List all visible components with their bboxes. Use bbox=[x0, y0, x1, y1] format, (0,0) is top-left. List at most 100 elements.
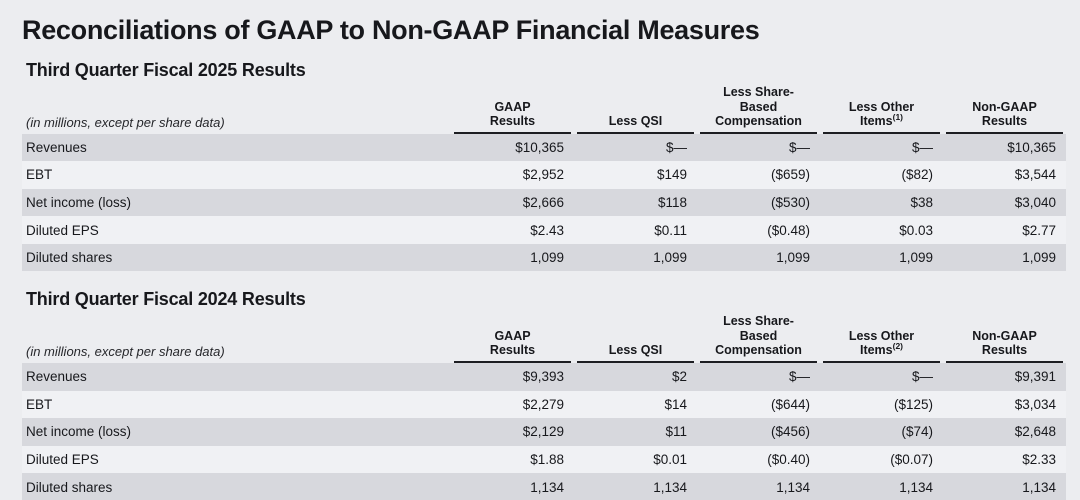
table-row: Revenues $10,365 $— $— $— $10,365 bbox=[22, 133, 1066, 162]
column-header-line: Based bbox=[739, 328, 778, 343]
cell-value: $0.03 bbox=[899, 222, 933, 238]
column-header-line: Results bbox=[981, 343, 1028, 358]
cell-value: 1,099 bbox=[1022, 250, 1056, 266]
row-label: Diluted EPS bbox=[26, 452, 99, 468]
table-row: EBT $2,952 $149 ($659) ($82) $3,544 bbox=[22, 161, 1066, 189]
row-label: EBT bbox=[26, 396, 53, 412]
cell-value: $149 bbox=[656, 167, 687, 183]
row-label: Revenues bbox=[26, 139, 87, 155]
cell-value: 1,134 bbox=[653, 479, 687, 495]
column-header-line: Less Share- bbox=[723, 85, 794, 99]
column-header: Less QSI bbox=[577, 343, 694, 363]
cell-value: $— bbox=[788, 369, 810, 385]
column-header-line: Results bbox=[489, 343, 536, 358]
cell-value: 1,099 bbox=[776, 250, 810, 266]
cell-value: $3,040 bbox=[1014, 194, 1056, 210]
cell-value: $— bbox=[665, 139, 687, 155]
units-note: (in millions, except per share data) bbox=[26, 343, 225, 359]
cell-value: $— bbox=[911, 369, 933, 385]
cell-value: $2,666 bbox=[522, 194, 564, 210]
cell-value: $— bbox=[911, 139, 933, 155]
cell-value: ($0.40) bbox=[767, 452, 810, 468]
cell-value: $11 bbox=[665, 424, 687, 440]
table-row: Diluted shares 1,134 1,134 1,134 1,134 1,134 bbox=[22, 473, 1066, 500]
table-row: Diluted EPS $1.88 $0.01 ($0.40) ($0.07) $2.33 bbox=[22, 445, 1066, 474]
column-header-line: Less QSI bbox=[608, 343, 663, 358]
page-title: Reconciliations of GAAP to Non-GAAP Fina… bbox=[22, 15, 760, 45]
footnote-superscript: (2) bbox=[892, 341, 904, 352]
column-header: Less QSI bbox=[577, 114, 694, 134]
column-header-line: Based bbox=[739, 99, 778, 114]
cell-value: $2.43 bbox=[530, 222, 564, 238]
cell-value: $2,129 bbox=[522, 424, 564, 440]
table-row: Diluted shares 1,099 1,099 1,099 1,099 1,099 bbox=[22, 243, 1066, 272]
section-title-2024: Third Quarter Fiscal 2024 Results bbox=[26, 289, 306, 310]
cell-value: $14 bbox=[664, 396, 687, 412]
section-q3-2025: Third Quarter Fiscal 2025 Results (in mi… bbox=[22, 59, 1066, 272]
cell-value: $2,279 bbox=[522, 396, 564, 412]
column-header: GAAP Results bbox=[454, 329, 571, 363]
cell-value: $9,393 bbox=[522, 369, 564, 385]
column-header-line: Non-GAAP bbox=[972, 328, 1037, 343]
table-row: EBT $2,279 $14 ($644) ($125) $3,034 bbox=[22, 390, 1066, 419]
column-header: Less Other Items(2) bbox=[823, 329, 940, 363]
cell-value: 1,134 bbox=[899, 479, 933, 495]
row-label: Diluted shares bbox=[26, 250, 113, 266]
cell-value: ($74) bbox=[901, 424, 933, 440]
column-header-line: Items(2) bbox=[859, 341, 904, 358]
table-row: Net income (loss) $2,666 $118 ($530) $38 $3,0… bbox=[22, 188, 1066, 217]
column-header: Less Share- Based Compensation bbox=[700, 85, 817, 134]
column-header-line: Less Other bbox=[848, 99, 915, 114]
cell-value: ($644) bbox=[770, 396, 810, 412]
cell-value: $10,365 bbox=[515, 139, 564, 155]
cell-value: $0.11 bbox=[654, 222, 687, 238]
cell-value: $3,034 bbox=[1014, 396, 1056, 412]
section-title-2025: Third Quarter Fiscal 2025 Results bbox=[26, 60, 306, 80]
table-body: Revenues $10,365 $— $— $— $10,365 EBT $2,952 $14… bbox=[22, 133, 1066, 272]
section-q3-2024: Third Quarter Fiscal 2024 Results (in mi… bbox=[22, 288, 1066, 500]
column-header: Less Other Items(1) bbox=[823, 100, 940, 134]
row-label: Revenues bbox=[26, 369, 87, 385]
column-header-line: Results bbox=[489, 114, 536, 128]
row-label: Net income (loss) bbox=[26, 424, 132, 440]
cell-value: 1,099 bbox=[530, 250, 564, 266]
cell-value: $1.88 bbox=[530, 452, 564, 468]
cell-value: 1,099 bbox=[653, 250, 687, 266]
cell-value: $— bbox=[788, 139, 810, 155]
units-note: (in millions, except per share data) bbox=[26, 114, 225, 130]
table-header-row: (in millions, except per share data) GAAP… bbox=[22, 314, 1066, 363]
cell-value: ($0.48) bbox=[767, 222, 810, 238]
column-header-line: Compensation bbox=[715, 343, 802, 358]
column-header: Non-GAAP Results bbox=[946, 329, 1063, 363]
cell-value: $2.77 bbox=[1022, 222, 1056, 238]
cell-value: $9,391 bbox=[1014, 369, 1056, 385]
cell-value: $3,544 bbox=[1014, 167, 1056, 183]
row-label: Net income (loss) bbox=[26, 194, 132, 210]
table-header-row: (in millions, except per share data) GAAP… bbox=[22, 85, 1066, 134]
cell-value: ($82) bbox=[901, 167, 933, 183]
cell-value: 1,134 bbox=[776, 479, 810, 495]
column-header-line: Less QSI bbox=[608, 114, 663, 128]
cell-value: $2,952 bbox=[522, 167, 564, 183]
cell-value: ($659) bbox=[770, 167, 810, 183]
column-header-line: Less Share- bbox=[723, 314, 794, 329]
column-header-line: GAAP bbox=[494, 99, 531, 114]
column-header: GAAP Results bbox=[454, 100, 571, 134]
cell-value: $2.33 bbox=[1022, 452, 1056, 468]
column-header-line: Compensation bbox=[715, 114, 802, 128]
table-row: Revenues $9,393 $2 $— $— $9,391 bbox=[22, 362, 1066, 391]
footnote-superscript: (1) bbox=[892, 111, 904, 122]
cell-value: 1,134 bbox=[1022, 479, 1056, 495]
column-header-line: GAAP bbox=[494, 328, 531, 343]
cell-value: $2,648 bbox=[1014, 424, 1056, 440]
reconciliation-table-2025: (in millions, except per share data) GAAP… bbox=[22, 85, 1066, 272]
cell-value: $10,365 bbox=[1007, 139, 1056, 155]
column-header-line: Results bbox=[981, 114, 1028, 128]
cell-value: $2 bbox=[671, 369, 687, 385]
cell-value: ($125) bbox=[893, 396, 933, 412]
cell-value: 1,099 bbox=[899, 250, 933, 266]
table-row: Net income (loss) $2,129 $11 ($456) ($74) $2,… bbox=[22, 418, 1066, 446]
cell-value: $118 bbox=[657, 194, 687, 210]
row-label: Diluted EPS bbox=[26, 222, 99, 238]
